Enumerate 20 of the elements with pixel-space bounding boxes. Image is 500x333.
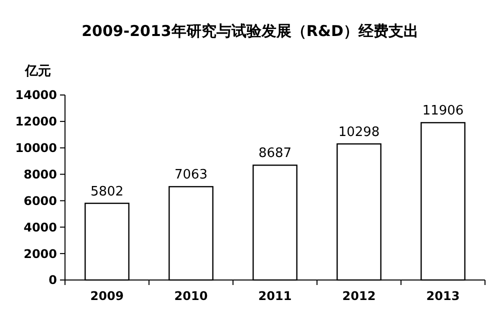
chart-title: 2009-2013年研究与试验发展（R&D）经费支出 (82, 22, 418, 40)
y-tick-label: 6000 (24, 194, 57, 208)
x-tick-label: 2010 (174, 289, 208, 303)
data-label: 11906 (422, 104, 464, 119)
x-tick-label: 2013 (426, 289, 460, 303)
y-axis-title: 亿元 (24, 64, 51, 79)
y-tick-label: 10000 (15, 141, 57, 156)
data-label: 10298 (338, 124, 380, 140)
y-tick-label: 0 (48, 273, 57, 288)
y-tick-label: 8000 (24, 167, 57, 182)
x-tick-label: 2012 (342, 289, 376, 303)
y-tick-label: 14000 (15, 88, 57, 102)
y-tick-label: 2000 (24, 246, 57, 261)
y-tick-label: 4000 (24, 220, 57, 234)
x-tick-label: 2011 (258, 289, 292, 303)
data-label: 8687 (258, 146, 292, 162)
y-tick-label: 12000 (15, 114, 57, 129)
data-label: 5802 (90, 184, 124, 200)
x-tick-label: 2009 (90, 289, 124, 303)
data-label: 7063 (174, 168, 208, 183)
